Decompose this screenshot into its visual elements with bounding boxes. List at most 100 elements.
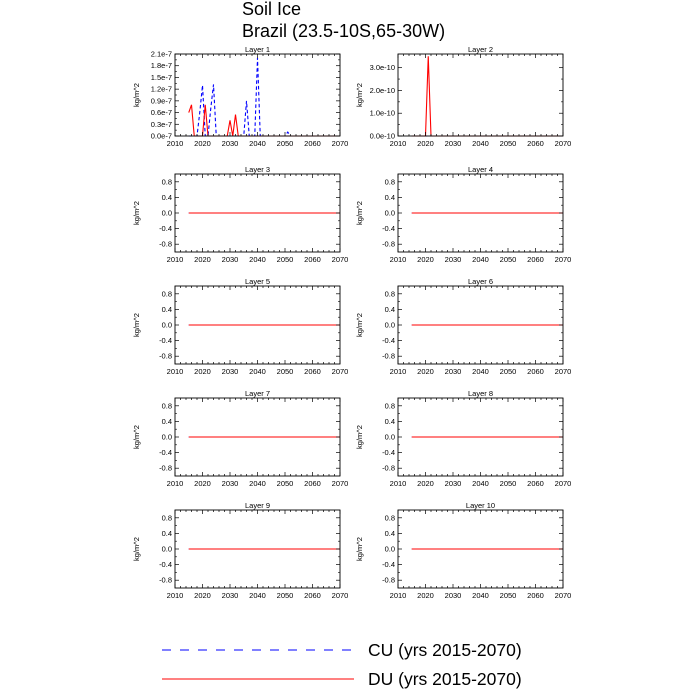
- x-tick-label: 2030: [222, 139, 239, 148]
- panel-layer-3: Layer 3 kg/m^2 2010 2020 2030 2040 2050 2060 207…: [132, 165, 348, 264]
- chart-title: Soil Ice: [242, 0, 302, 19]
- y-axis-label: kg/m^2: [132, 83, 141, 107]
- x-tick-label: 2030: [445, 591, 462, 600]
- series-line-cu: [188, 57, 340, 137]
- y-tick-label: 0.0: [385, 545, 395, 554]
- series-line-du: [411, 56, 563, 137]
- y-tick-label: -0.4: [159, 336, 172, 345]
- panel-layer-7: Layer 7 kg/m^2 2010 2020 2030 2040 2050 2060 207…: [132, 389, 348, 488]
- x-tick-label: 2010: [167, 479, 184, 488]
- y-tick-label: 0.9e-7: [151, 96, 172, 105]
- x-tick-label: 2010: [390, 479, 407, 488]
- x-tick-label: 2020: [194, 591, 211, 600]
- x-tick-label: 2060: [304, 367, 321, 376]
- y-tick-label: 0.8: [385, 289, 395, 298]
- y-tick-label: 0.8: [162, 177, 172, 186]
- legend: CU (yrs 2015-2070) DU (yrs 2015-2070): [162, 640, 522, 689]
- x-tick-label: 2060: [527, 255, 544, 264]
- x-tick-label: 2050: [500, 255, 517, 264]
- x-tick-label: 2030: [445, 479, 462, 488]
- y-tick-label: 0.4: [162, 417, 172, 426]
- x-tick-label: 2070: [332, 255, 349, 264]
- x-tick-label: 2050: [277, 367, 294, 376]
- y-tick-label: 0.4: [385, 305, 395, 314]
- x-tick-label: 2030: [222, 367, 239, 376]
- y-tick-label: 0.4: [162, 305, 172, 314]
- y-tick-label: -0.8: [382, 464, 395, 473]
- y-tick-label: -0.8: [382, 240, 395, 249]
- y-tick-label: 0.8: [162, 289, 172, 298]
- series-line-du: [188, 104, 340, 137]
- y-tick-label: -0.4: [159, 224, 172, 233]
- legend-item-cu: CU (yrs 2015-2070): [162, 640, 522, 660]
- y-axis-label: kg/m^2: [355, 201, 364, 225]
- panel-layer-1: Layer 1 kg/m^2 2010 2020 2030 2040 2050 2060 207…: [132, 45, 348, 148]
- x-tick-label: 2040: [249, 139, 266, 148]
- y-tick-label: 3.0e-10: [370, 63, 395, 72]
- plot-frame: [174, 53, 341, 137]
- x-tick-label: 2060: [304, 139, 321, 148]
- y-tick-label: 0.6e-7: [151, 108, 172, 117]
- y-tick-label: 1.5e-7: [151, 73, 172, 82]
- x-tick-label: 2070: [555, 255, 572, 264]
- panel-title: Layer 2: [468, 45, 493, 54]
- x-tick-label: 2010: [167, 591, 184, 600]
- x-tick-label: 2050: [500, 367, 517, 376]
- panel-layer-9: Layer 9 kg/m^2 2010 2020 2030 2040 2050 2060 207…: [132, 501, 348, 600]
- panel-title: Layer 6: [468, 277, 493, 286]
- y-tick-label: 0.0: [162, 209, 172, 218]
- chart-subtitle: Brazil (23.5-10S,65-30W): [242, 21, 446, 41]
- panel-layer-5: Layer 5 kg/m^2 2010 2020 2030 2040 2050 2060 207…: [132, 277, 348, 376]
- panel-title: Layer 10: [466, 501, 495, 510]
- x-tick-label: 2050: [277, 591, 294, 600]
- y-tick-label: 0.4: [162, 193, 172, 202]
- x-tick-label: 2020: [417, 255, 434, 264]
- y-tick-label: 0.4: [162, 529, 172, 538]
- x-tick-label: 2040: [472, 479, 489, 488]
- x-tick-label: 2020: [417, 479, 434, 488]
- panel-layer-2: Layer 2 kg/m^2 2010 2020 2030 2040 2050 2060 207…: [355, 45, 571, 148]
- x-tick-label: 2070: [555, 367, 572, 376]
- y-tick-label: 1.0e-10: [370, 109, 395, 118]
- y-tick-label: 0.0e-10: [370, 132, 395, 141]
- y-tick-label: -0.4: [159, 560, 172, 569]
- x-tick-label: 2020: [194, 255, 211, 264]
- plot-frame: [397, 53, 564, 137]
- y-tick-label: -0.4: [382, 448, 395, 457]
- y-tick-label: -0.8: [159, 352, 172, 361]
- y-tick-label: -0.4: [382, 336, 395, 345]
- x-tick-label: 2020: [417, 591, 434, 600]
- y-tick-label: 0.8: [385, 177, 395, 186]
- y-tick-label: 2.1e-7: [151, 50, 172, 59]
- panel-title: Layer 7: [245, 389, 270, 398]
- x-tick-label: 2070: [332, 591, 349, 600]
- x-tick-label: 2070: [332, 479, 349, 488]
- x-tick-label: 2010: [167, 255, 184, 264]
- y-tick-label: 0.4: [385, 193, 395, 202]
- panel-layer-10: Layer 10 kg/m^2 2010 2020 2030 2040 2050 2060 20…: [355, 501, 571, 600]
- x-tick-label: 2010: [390, 591, 407, 600]
- y-tick-label: 0.0: [162, 433, 172, 442]
- x-tick-label: 2010: [390, 139, 407, 148]
- x-tick-label: 2040: [249, 479, 266, 488]
- x-tick-label: 2070: [555, 479, 572, 488]
- x-tick-label: 2060: [527, 139, 544, 148]
- x-tick-label: 2030: [222, 479, 239, 488]
- y-axis-label: kg/m^2: [132, 313, 141, 337]
- y-tick-label: -0.8: [382, 576, 395, 585]
- y-tick-label: -0.8: [159, 464, 172, 473]
- panel-title: Layer 8: [468, 389, 493, 398]
- y-tick-label: 2.0e-10: [370, 86, 395, 95]
- y-tick-label: 0.8: [385, 513, 395, 522]
- x-tick-label: 2030: [445, 367, 462, 376]
- panel-title: Layer 1: [245, 45, 270, 54]
- x-tick-label: 2040: [249, 591, 266, 600]
- y-axis-label: kg/m^2: [355, 537, 364, 561]
- panels-group: Layer 1 kg/m^2 2010 2020 2030 2040 2050 2060 207…: [132, 45, 571, 600]
- panel-title: Layer 9: [245, 501, 270, 510]
- y-tick-label: 1.8e-7: [151, 61, 172, 70]
- y-axis-label: kg/m^2: [132, 201, 141, 225]
- panel-layer-6: Layer 6 kg/m^2 2010 2020 2030 2040 2050 2060 207…: [355, 277, 571, 376]
- x-tick-label: 2050: [277, 479, 294, 488]
